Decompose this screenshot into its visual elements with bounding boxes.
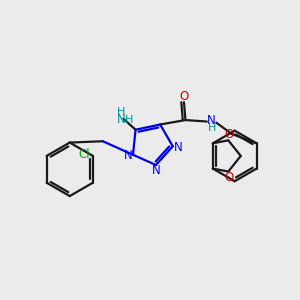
Text: O: O: [224, 171, 233, 184]
Text: O: O: [179, 90, 189, 103]
Text: O: O: [224, 128, 233, 141]
Text: H: H: [207, 123, 216, 133]
Text: H: H: [117, 107, 125, 117]
Text: Cl: Cl: [78, 148, 90, 161]
Text: N: N: [117, 113, 125, 126]
Text: N: N: [174, 141, 183, 154]
Text: N: N: [152, 164, 160, 177]
Text: N: N: [124, 149, 132, 162]
Text: N: N: [207, 114, 216, 127]
Text: H: H: [124, 115, 133, 125]
